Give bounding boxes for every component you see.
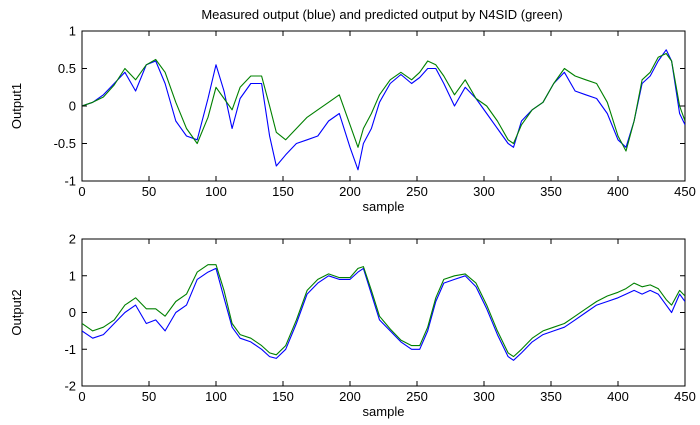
x-tick-label: 450 [674, 389, 696, 404]
x-tick-label: 100 [205, 389, 227, 404]
x-tick-label: 300 [473, 184, 495, 199]
output1-panel: 0 50 100 150 200 250 300 350 400 450 -1 -0.5 0 0.5 1 sa… [9, 24, 696, 215]
y-tick-label: -1 [64, 342, 76, 357]
x-tick-label: 50 [142, 389, 156, 404]
x-tick-label: 200 [339, 389, 361, 404]
plot-area [81, 238, 686, 387]
x-tick-label: 0 [78, 389, 85, 404]
predicted-series-line [82, 264, 685, 358]
x-axis-label: sample [363, 199, 405, 214]
predicted-series-line [82, 52, 685, 152]
y-axis-label: Output1 [9, 83, 24, 129]
figure-title: Measured output (blue) and predicted out… [201, 7, 562, 22]
x-tick-label: 50 [142, 184, 156, 199]
plot-area [81, 30, 686, 182]
x-tick-label: 400 [607, 389, 629, 404]
x-tick-label: 200 [339, 184, 361, 199]
x-tick-label: 450 [674, 184, 696, 199]
y-tick-label: 0 [69, 99, 76, 114]
x-tick-label: 300 [473, 389, 495, 404]
y-tick-label: 0.5 [58, 61, 76, 76]
x-tick-label: 0 [78, 184, 85, 199]
output2-panel: 0 50 100 150 200 250 300 350 400 450 -2 -1 0 1 2 sample… [9, 232, 696, 420]
y-tick-label: 2 [69, 232, 76, 247]
x-tick-label: 400 [607, 184, 629, 199]
y-tick-label: -1 [64, 174, 76, 189]
y-tick-label: 0 [69, 305, 76, 320]
y-tick-label: -2 [64, 379, 76, 394]
x-axis-label: sample [363, 404, 405, 419]
x-tick-label: 350 [540, 389, 562, 404]
measured-series-line [82, 267, 685, 361]
y-axis-label: Output2 [9, 289, 24, 335]
x-tick-label: 350 [540, 184, 562, 199]
x-tick-label: 250 [406, 389, 428, 404]
y-tick-label: -0.5 [54, 136, 76, 151]
x-tick-label: 100 [205, 184, 227, 199]
y-tick-label: 1 [69, 268, 76, 283]
x-tick-label: 150 [272, 389, 294, 404]
y-tick-label: 1 [69, 24, 76, 39]
x-tick-label: 150 [272, 184, 294, 199]
x-tick-label: 250 [406, 184, 428, 199]
